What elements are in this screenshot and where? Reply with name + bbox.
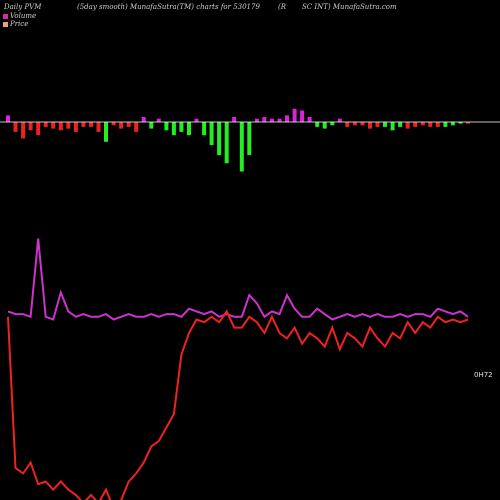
bar-27 [209,122,214,146]
bar-23 [179,122,184,132]
bar-2 [21,122,26,139]
bar-39 [300,110,305,122]
bar-40 [307,117,312,122]
bar-45 [345,122,350,127]
legend-label-volume: Volume [10,12,37,20]
bar-34 [262,117,267,122]
volume-line [7,238,469,321]
bar-35 [269,118,274,122]
header-company-part1: (R [278,3,287,11]
bar-30 [232,117,237,122]
legend-label-price: Price [10,20,29,28]
header-left: Daily PVM [4,3,42,11]
bar-series [6,108,470,172]
bar-14 [111,122,116,126]
bar-55 [420,122,425,126]
bar-28 [217,122,222,155]
bar-16 [126,122,131,127]
bar-10 [81,122,86,127]
bar-15 [119,122,124,129]
bar-4 [36,122,41,136]
header-company-part2: SC INT) MunafaSutra.com [302,3,397,11]
bar-52 [398,122,403,127]
bar-12 [96,122,101,132]
bar-9 [73,122,78,132]
bar-56 [428,122,433,127]
bar-6 [51,122,56,129]
bar-22 [171,122,176,136]
bar-0 [6,115,10,122]
bar-44 [337,118,342,122]
bar-42 [322,122,327,129]
bar-1 [13,122,18,132]
bar-57 [435,122,440,127]
bar-32 [247,122,252,155]
header-smoothing: (5day smooth) MunafaSutra(TM) charts for… [77,3,260,11]
bar-37 [285,115,289,122]
legend-swatch-volume [3,13,8,19]
bar-3 [28,122,33,131]
bar-58 [443,122,448,127]
bar-20 [156,118,161,122]
bar-11 [89,122,93,127]
bar-18 [141,117,146,122]
bar-49 [375,122,380,127]
bar-5 [43,122,48,127]
bar-43 [330,122,335,126]
bar-60 [458,122,463,124]
bar-36 [277,118,282,122]
bar-41 [315,122,320,127]
last-value-label: 0H72 [474,371,493,379]
bar-29 [224,122,229,164]
bar-31 [239,122,244,172]
bar-50 [383,122,387,127]
bar-33 [254,118,259,122]
bar-26 [202,122,207,136]
legend-swatch-price [3,21,8,27]
bar-19 [149,122,154,129]
bar-17 [134,122,139,132]
legend-item-price: Price [3,20,28,28]
bar-8 [66,122,71,129]
bar-24 [187,122,191,136]
bar-51 [390,122,395,131]
bar-54 [413,122,418,127]
bar-48 [368,122,372,129]
bar-25 [194,118,199,122]
price-line [7,309,469,500]
bar-38 [292,108,297,122]
bar-59 [450,122,455,126]
bar-47 [360,122,365,126]
bar-7 [58,122,63,131]
bar-53 [405,122,410,129]
bar-21 [164,122,169,131]
legend-item-volume: Volume [3,12,36,20]
bar-46 [352,122,357,126]
bar-13 [104,122,108,142]
bar-61 [466,122,470,124]
